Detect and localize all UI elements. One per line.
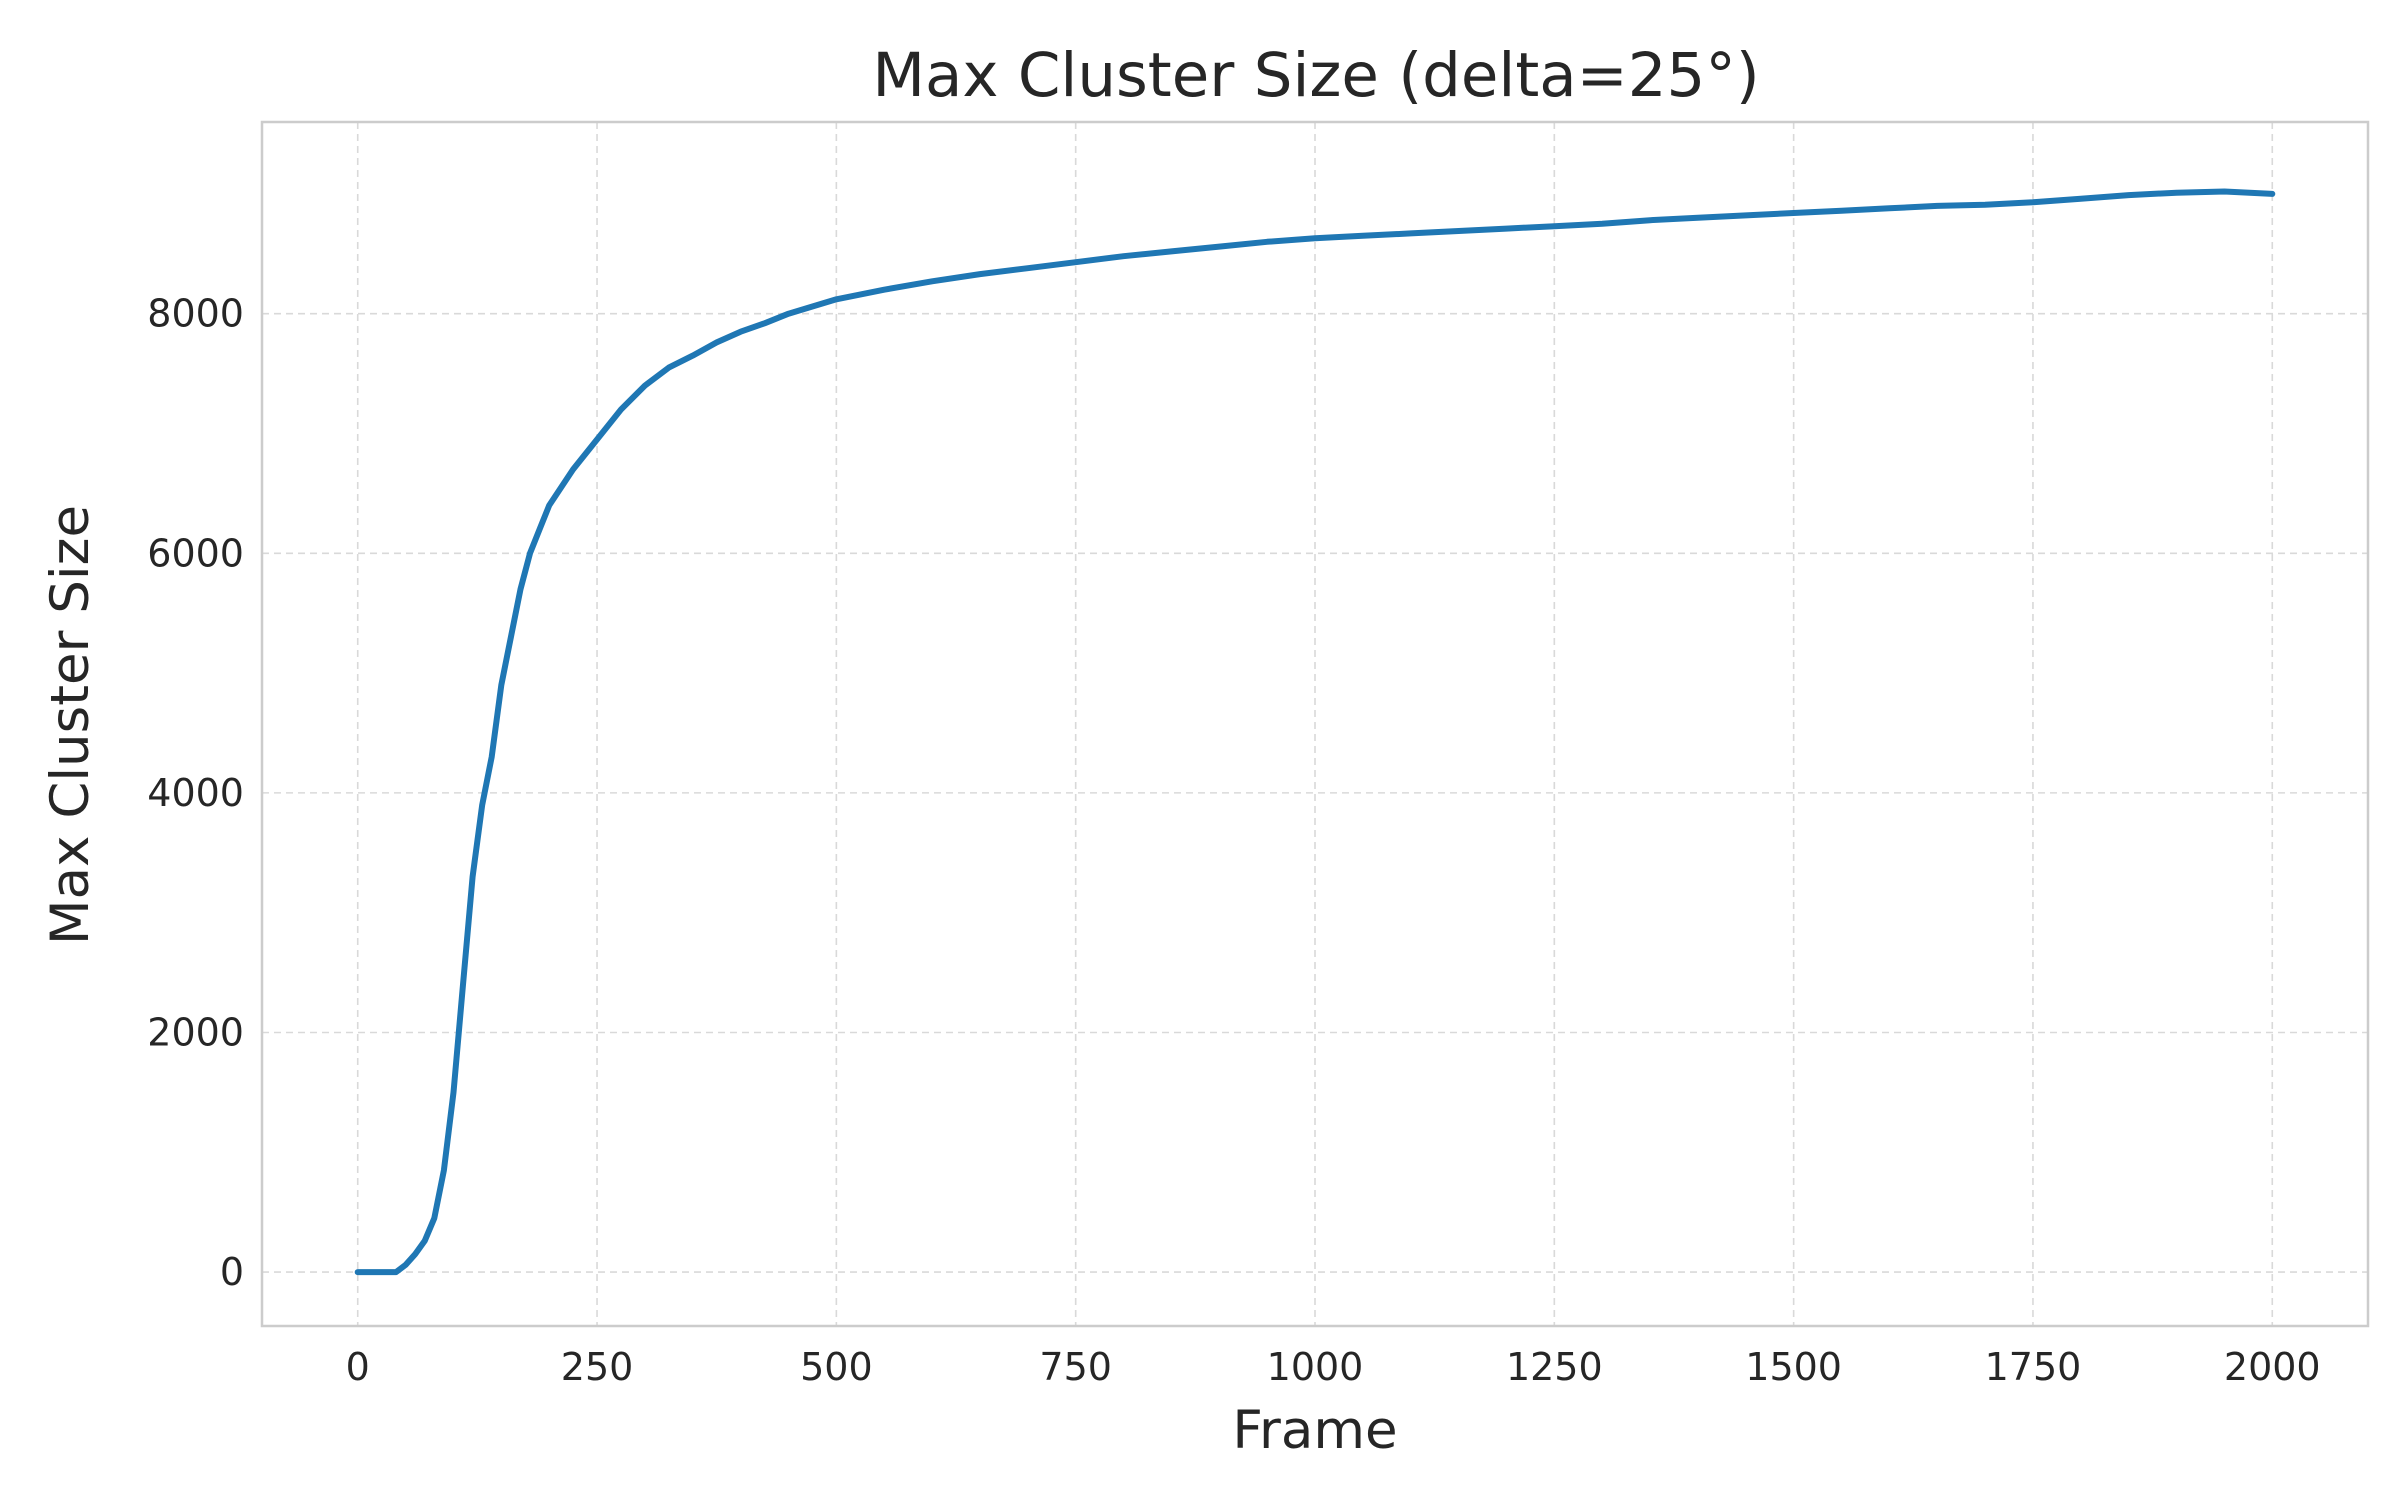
series-line-0 [354, 188, 2276, 1276]
x-axis-label: Frame [1232, 1400, 1397, 1461]
x-tick-labels: 0 250 500 750 1000 1250 1500 1750 2000 [346, 1345, 2321, 1389]
y-tick-label-1: 2000 [147, 1010, 244, 1054]
y-axis-label: Max Cluster Size [40, 505, 101, 945]
series-layer [354, 188, 2276, 1276]
chart-title: Max Cluster Size (delta=25°) [872, 40, 1759, 111]
y-tick-label-3: 6000 [147, 531, 244, 575]
y-tick-labels: 0 2000 4000 6000 8000 [147, 292, 244, 1294]
x-tick-label-7: 1750 [1985, 1345, 2082, 1389]
x-tick-label-2: 500 [800, 1345, 873, 1389]
x-tick-label-6: 1500 [1745, 1345, 1842, 1389]
x-tick-label-0: 0 [346, 1345, 370, 1389]
x-tick-label-3: 750 [1039, 1345, 1112, 1389]
grid-lines [262, 122, 2368, 1326]
plot-frame [260, 120, 2370, 1328]
y-tick-label-0: 0 [220, 1250, 244, 1294]
x-tick-label-4: 1000 [1267, 1345, 1364, 1389]
y-tick-label-2: 4000 [147, 771, 244, 815]
x-tick-label-8: 2000 [2224, 1345, 2321, 1389]
x-tick-label-1: 250 [561, 1345, 634, 1389]
y-tick-label-4: 8000 [147, 292, 244, 336]
x-tick-label-5: 1250 [1506, 1345, 1603, 1389]
